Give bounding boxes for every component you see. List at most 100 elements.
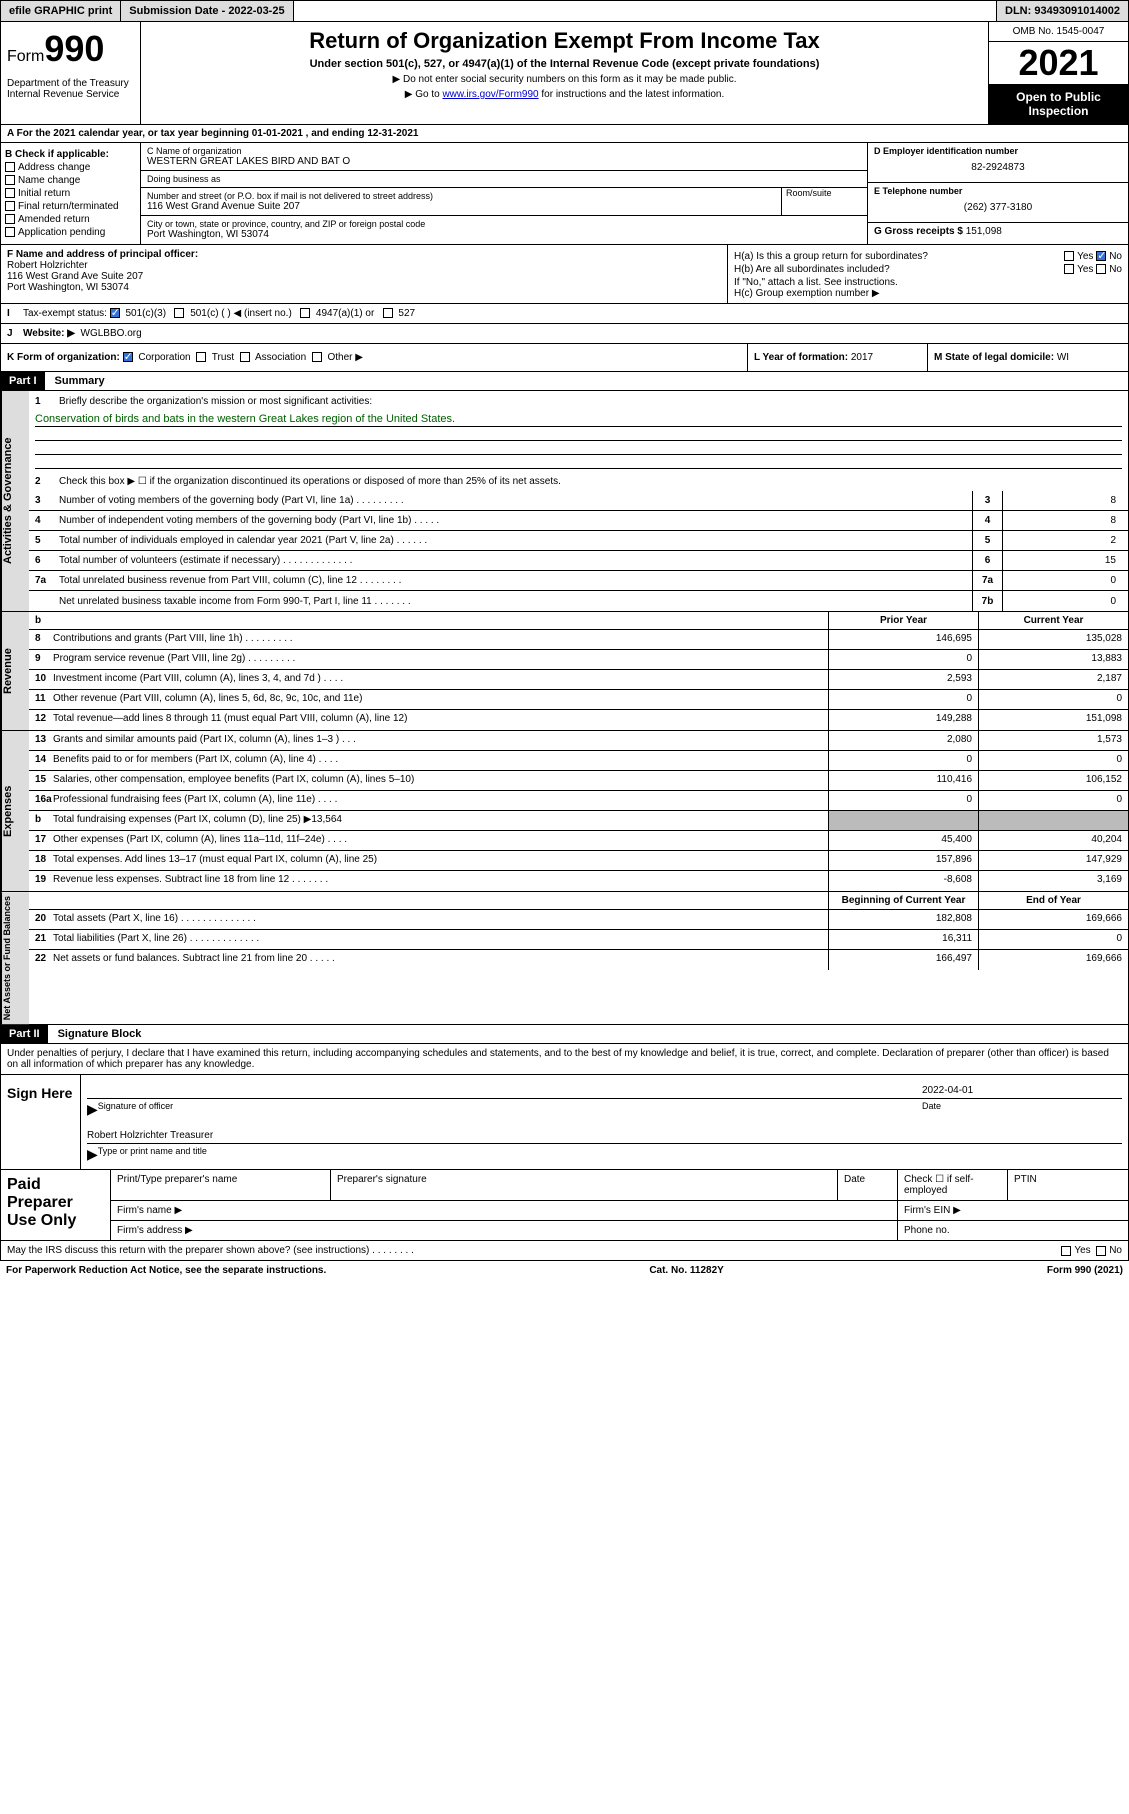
tax-year: 2021 (989, 42, 1128, 84)
summary-line: 6Total number of volunteers (estimate if… (29, 551, 1128, 571)
paid-preparer-label: Paid Preparer Use Only (1, 1170, 111, 1240)
summary-line: 14Benefits paid to or for members (Part … (29, 751, 1128, 771)
rev-hdr-b: b (29, 612, 828, 629)
part2-header: Part II (1, 1025, 48, 1043)
part1-header: Part I (1, 372, 45, 390)
summary-line: 13Grants and similar amounts paid (Part … (29, 731, 1128, 751)
efile-print-button[interactable]: efile GRAPHIC print (1, 1, 121, 21)
summary-line: 5Total number of individuals employed in… (29, 531, 1128, 551)
checkbox-app-pending[interactable] (5, 227, 15, 237)
irs-link[interactable]: www.irs.gov/Form990 (442, 89, 538, 100)
tax-exempt-row: I Tax-exempt status: 501(c)(3) 501(c) ( … (0, 304, 1129, 324)
state-domicile: M State of legal domicile: WI (928, 344, 1128, 371)
phone-lbl: Phone no. (898, 1221, 1128, 1240)
checkbox-initial-return[interactable] (5, 188, 15, 198)
summary-line: 19Revenue less expenses. Subtract line 1… (29, 871, 1128, 891)
city-cell: City or town, state or province, country… (141, 216, 867, 243)
summary-line: Net unrelated business taxable income fr… (29, 591, 1128, 611)
checkbox-discuss-yes[interactable] (1061, 1246, 1071, 1256)
checkbox-501c[interactable] (174, 308, 184, 318)
org-name-cell: C Name of organization WESTERN GREAT LAK… (141, 143, 867, 171)
summary-line: 4Number of independent voting members of… (29, 511, 1128, 531)
omb-number: OMB No. 1545-0047 (989, 22, 1128, 42)
summary-line: 11Other revenue (Part VIII, column (A), … (29, 690, 1128, 710)
preparer-sig-lbl: Preparer's signature (331, 1170, 838, 1200)
preparer-name-lbl: Print/Type preparer's name (111, 1170, 331, 1200)
summary-line: 20Total assets (Part X, line 16) . . . .… (29, 910, 1128, 930)
sign-here-label: Sign Here (1, 1075, 81, 1169)
signature-declaration: Under penalties of perjury, I declare th… (0, 1044, 1129, 1075)
officer-name: Robert Holzrichter Treasurer (87, 1128, 1122, 1143)
checkbox-final-return[interactable] (5, 201, 15, 211)
dba-cell: Doing business as (141, 171, 867, 188)
principal-officer: F Name and address of principal officer:… (1, 245, 728, 303)
part1-title: Summary (45, 372, 115, 390)
summary-line: 16aProfessional fundraising fees (Part I… (29, 791, 1128, 811)
arrow-icon: ▶ (87, 1146, 98, 1163)
group-return-section: H(a) Is this a group return for subordin… (728, 245, 1128, 303)
firm-addr-lbl: Firm's address ▶ (111, 1221, 898, 1240)
checkbox-4947[interactable] (300, 308, 310, 318)
part2-title: Signature Block (48, 1025, 152, 1043)
form-subtitle: Under section 501(c), 527, or 4947(a)(1)… (147, 58, 982, 70)
summary-line: 3Number of voting members of the governi… (29, 491, 1128, 511)
submission-date: Submission Date - 2022-03-25 (121, 1, 293, 21)
checkbox-hb-yes[interactable] (1064, 264, 1074, 274)
summary-line: 10Investment income (Part VIII, column (… (29, 670, 1128, 690)
current-year-hdr: Current Year (978, 612, 1128, 629)
checkbox-527[interactable] (383, 308, 393, 318)
firm-ein-lbl: Firm's EIN ▶ (898, 1201, 1128, 1220)
ptin-lbl: PTIN (1008, 1170, 1128, 1200)
prior-year-hdr: Prior Year (828, 612, 978, 629)
summary-line: 17Other expenses (Part IX, column (A), l… (29, 831, 1128, 851)
begin-year-hdr: Beginning of Current Year (828, 892, 978, 909)
tab-net-assets: Net Assets or Fund Balances (1, 892, 29, 1024)
address-cell: Number and street (or P.O. box if mail i… (141, 188, 867, 216)
pra-notice: For Paperwork Reduction Act Notice, see … (6, 1265, 326, 1276)
end-year-hdr: End of Year (978, 892, 1128, 909)
col-b-checkboxes: B Check if applicable: Address change Na… (1, 143, 141, 244)
cat-no: Cat. No. 11282Y (649, 1265, 723, 1276)
summary-line: 9Program service revenue (Part VIII, lin… (29, 650, 1128, 670)
summary-line: 7aTotal unrelated business revenue from … (29, 571, 1128, 591)
checkbox-name-change[interactable] (5, 175, 15, 185)
form-title: Return of Organization Exempt From Incom… (147, 28, 982, 54)
checkbox-trust[interactable] (196, 352, 206, 362)
tab-revenue: Revenue (1, 612, 29, 730)
checkbox-assoc[interactable] (240, 352, 250, 362)
form-of-org: K Form of organization: Corporation Trus… (1, 344, 748, 371)
tab-governance: Activities & Governance (1, 391, 29, 611)
dln-label: DLN: 93493091014002 (997, 1, 1128, 21)
arrow-icon: ▶ (87, 1101, 98, 1118)
open-public-badge: Open to Public Inspection (989, 84, 1128, 124)
sig-date: 2022-04-01 (922, 1083, 1122, 1098)
tab-expenses: Expenses (1, 731, 29, 891)
summary-line: 15Salaries, other compensation, employee… (29, 771, 1128, 791)
ein-cell: D Employer identification number 82-2924… (868, 143, 1128, 183)
preparer-date-lbl: Date (838, 1170, 898, 1200)
checkbox-501c3[interactable] (110, 308, 120, 318)
firm-name-lbl: Firm's name ▶ (111, 1201, 898, 1220)
gross-receipts-cell: G Gross receipts $ 151,098 (868, 223, 1128, 240)
year-formation: L Year of formation: 2017 (748, 344, 928, 371)
summary-line: 18Total expenses. Add lines 13–17 (must … (29, 851, 1128, 871)
checkbox-discuss-no[interactable] (1096, 1246, 1106, 1256)
summary-line: 21Total liabilities (Part X, line 26) . … (29, 930, 1128, 950)
form-note-2: ▶ Go to www.irs.gov/Form990 for instruct… (147, 89, 982, 100)
checkbox-amended[interactable] (5, 214, 15, 224)
summary-line: 12Total revenue—add lines 8 through 11 (… (29, 710, 1128, 730)
department-label: Department of the Treasury Internal Reve… (7, 78, 134, 100)
checkbox-address-change[interactable] (5, 162, 15, 172)
checkbox-ha-no[interactable] (1096, 251, 1106, 261)
row-a-tax-year: A For the 2021 calendar year, or tax yea… (0, 125, 1129, 143)
checkbox-corp[interactable] (123, 352, 133, 362)
checkbox-other[interactable] (312, 352, 322, 362)
topbar-spacer (294, 1, 997, 21)
form-note-1: ▶ Do not enter social security numbers o… (147, 74, 982, 85)
irs-discuss-q: May the IRS discuss this return with the… (7, 1245, 414, 1256)
checkbox-hb-no[interactable] (1096, 264, 1106, 274)
checkbox-ha-yes[interactable] (1064, 251, 1074, 261)
telephone-cell: E Telephone number (262) 377-3180 (868, 183, 1128, 223)
summary-line: bTotal fundraising expenses (Part IX, co… (29, 811, 1128, 831)
self-employed-check: Check ☐ if self-employed (898, 1170, 1008, 1200)
